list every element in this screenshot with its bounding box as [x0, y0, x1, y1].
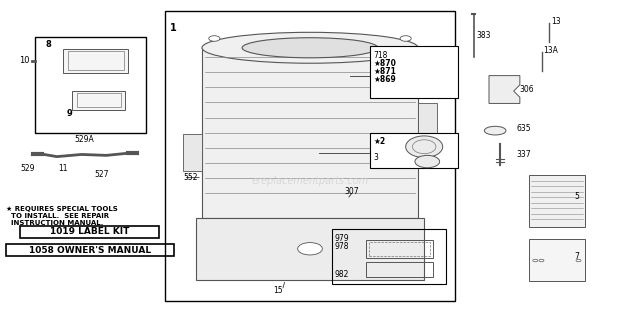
Text: 11: 11 [58, 164, 68, 173]
Text: 337: 337 [516, 150, 531, 159]
Ellipse shape [242, 38, 378, 58]
Polygon shape [196, 218, 424, 280]
Polygon shape [202, 48, 418, 218]
Bar [77, 93, 120, 107]
Text: 1: 1 [170, 23, 177, 33]
Ellipse shape [405, 136, 443, 158]
Bar [371, 46, 458, 98]
Bar [366, 240, 433, 258]
Text: 635: 635 [516, 124, 531, 133]
Ellipse shape [576, 259, 581, 262]
Text: ★869: ★869 [374, 75, 396, 84]
Text: 5: 5 [574, 192, 579, 201]
Bar [371, 133, 458, 168]
Bar [332, 229, 446, 284]
Bar [63, 49, 128, 72]
Text: 307: 307 [344, 187, 358, 196]
Text: 383: 383 [477, 31, 491, 40]
Bar [184, 134, 202, 172]
Text: 1019 LABEL KIT: 1019 LABEL KIT [50, 227, 129, 236]
Bar [366, 262, 433, 277]
Text: 529: 529 [20, 164, 34, 173]
Polygon shape [489, 76, 520, 104]
Text: 306: 306 [520, 85, 534, 94]
Text: 13A: 13A [543, 46, 558, 55]
Ellipse shape [533, 259, 538, 262]
Ellipse shape [209, 36, 220, 41]
Ellipse shape [202, 32, 418, 63]
Text: 10: 10 [19, 56, 29, 65]
Bar [35, 37, 146, 133]
Bar [529, 174, 585, 227]
Text: ★ REQUIRES SPECIAL TOOLS
  TO INSTALL.  SEE REPAIR
  INSTRUCTION MANUAL.: ★ REQUIRES SPECIAL TOOLS TO INSTALL. SEE… [6, 206, 118, 226]
Text: 979: 979 [335, 234, 349, 243]
Text: 978: 978 [335, 242, 349, 251]
Text: 8: 8 [46, 40, 51, 49]
Text: 527: 527 [94, 170, 108, 179]
Text: ★871: ★871 [374, 67, 396, 76]
Text: 552: 552 [184, 173, 198, 182]
Text: ereplacementparts.com: ereplacementparts.com [252, 176, 368, 186]
Ellipse shape [539, 259, 544, 262]
Text: 529A: 529A [74, 135, 94, 144]
Bar [68, 51, 123, 70]
Text: ★870: ★870 [374, 59, 396, 68]
Bar [6, 244, 174, 256]
Ellipse shape [415, 155, 440, 168]
Bar [20, 226, 159, 238]
Text: 9: 9 [66, 109, 72, 118]
Bar [370, 242, 430, 256]
Text: 982: 982 [335, 270, 349, 279]
Ellipse shape [298, 243, 322, 255]
Text: 718: 718 [374, 51, 388, 60]
Bar [529, 240, 585, 281]
Text: 1058 OWNER'S MANUAL: 1058 OWNER'S MANUAL [29, 246, 151, 255]
Ellipse shape [400, 36, 411, 41]
Ellipse shape [484, 126, 506, 135]
Text: 3: 3 [374, 153, 378, 162]
Text: ★2: ★2 [374, 138, 386, 146]
Bar [165, 11, 455, 301]
Text: 15: 15 [273, 286, 283, 295]
Text: 7: 7 [574, 252, 579, 261]
Bar [418, 104, 436, 140]
Text: 13: 13 [551, 17, 560, 26]
Bar [73, 91, 125, 110]
